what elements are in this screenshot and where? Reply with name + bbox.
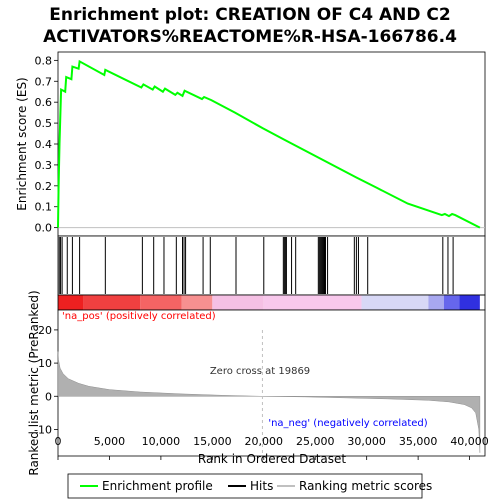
es-y-tick-label: 0.0: [35, 222, 53, 235]
es-y-tick-label: 0.1: [35, 201, 53, 214]
color-bar-segment: [83, 295, 141, 310]
hits-frame: [57, 235, 486, 296]
metric-y-tick-label: 10: [38, 357, 52, 370]
color-bar-segment: [361, 295, 429, 310]
x-tick-label: 20,000: [245, 435, 284, 448]
chart-title-line2: ACTIVATORS%REACTOME%R-HSA-166786.4: [43, 27, 457, 47]
metric-y-tick-label: -10: [34, 423, 52, 436]
enrichment-profile-line: [57, 59, 481, 229]
color-bar-segment: [443, 295, 460, 310]
color-bar-segment: [428, 295, 444, 310]
hits-panel: [57, 235, 486, 296]
legend: Enrichment profile Hits Ranking metric s…: [67, 473, 432, 499]
metric-plot-frame: [57, 309, 486, 457]
positive-correlation-label: 'na_pos' (positively correlated): [62, 311, 216, 322]
es-y-axis-title: Enrichment score (ES): [15, 77, 29, 210]
x-tick-label: 10,000: [142, 435, 181, 448]
metric-y-tick-label: 20: [38, 324, 52, 337]
hit-marks: [58, 237, 454, 294]
color-bar-segment: [140, 295, 182, 310]
es-y-axis: 0.0 0.1 0.2 0.3 0.4 0.5 0.6 0.7 0.8: [35, 54, 58, 235]
color-bar-segment: [459, 295, 480, 310]
es-y-tick-label: 0.7: [35, 75, 53, 88]
es-y-tick-label: 0.8: [35, 54, 53, 67]
metric-x-axis: 0 5,000 10,000 15,000 20,000 25,000 30,000 35,0…: [55, 435, 489, 460]
negative-correlation-label: 'na_neg' (negatively correlated): [268, 418, 427, 429]
x-tick-label: 5,000: [94, 435, 126, 448]
legend-label-hits: Hits: [250, 479, 273, 493]
color-bar-segment: [263, 295, 362, 310]
zero-cross-label: Zero cross at 19869: [210, 366, 310, 377]
chart-title-line1: Enrichment plot: CREATION OF C4 AND C2: [49, 5, 450, 25]
es-y-tick-label: 0.6: [35, 96, 53, 109]
metric-y-axis-title: Ranked list metric (PreRanked): [27, 290, 41, 475]
x-tick-label: 40,000: [450, 435, 489, 448]
es-y-tick-label: 0.3: [35, 159, 53, 172]
color-bar-segment: [181, 295, 213, 310]
ranking-color-bar-panel: [57, 294, 486, 311]
x-tick-label: 0: [55, 435, 62, 448]
metric-y-axis: -10 0 10 20: [34, 324, 58, 436]
x-tick-label: 35,000: [399, 435, 438, 448]
legend-label-enrichment: Enrichment profile: [102, 479, 213, 493]
es-y-tick-label: 0.2: [35, 180, 53, 193]
x-tick-label: 30,000: [347, 435, 386, 448]
x-tick-label: 15,000: [193, 435, 232, 448]
metric-y-tick-label: 0: [45, 390, 52, 403]
x-axis-title: Rank in Ordered Dataset: [198, 452, 346, 466]
es-y-tick-label: 0.5: [35, 117, 53, 130]
x-tick-label: 25,000: [296, 435, 335, 448]
enrichment-score-panel: 0.0 0.1 0.2 0.3 0.4 0.5 0.6 0.7 0.8 Enrichment s…: [15, 51, 486, 237]
color-bar-segment: [58, 295, 84, 310]
ranking-color-segments: [58, 295, 480, 310]
es-y-tick-label: 0.4: [35, 138, 53, 151]
legend-label-metric: Ranking metric scores: [299, 479, 432, 493]
color-bar-segment: [212, 295, 264, 310]
